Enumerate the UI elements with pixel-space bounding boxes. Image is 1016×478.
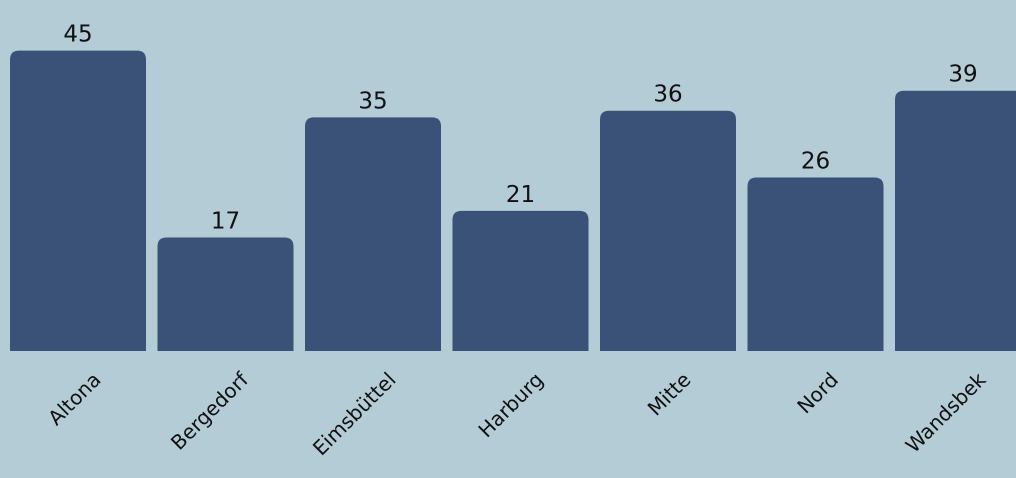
x-tick-label-nord: Nord xyxy=(792,368,843,419)
x-tick-label-wandsbek: Wandsbek xyxy=(901,367,991,457)
value-labels-layer: 45 17 35 21 36 26 39 xyxy=(63,22,977,235)
x-tick-label-harburg: Harburg xyxy=(473,368,548,443)
bar-altona xyxy=(10,50,146,351)
x-tick-label-altona: Altona xyxy=(43,368,105,430)
value-label-nord: 26 xyxy=(801,148,830,174)
x-tick-labels-layer: Altona Bergedorf Eimsbüttel Harburg Mitte Nor… xyxy=(43,367,991,460)
bar-eimsbüttel xyxy=(305,117,441,351)
bar-bergedorf xyxy=(157,237,294,351)
bar-mitte xyxy=(600,110,736,351)
bars-layer xyxy=(10,50,1016,351)
value-label-altona: 45 xyxy=(63,22,92,48)
x-tick-label-bergedorf: Bergedorf xyxy=(166,367,254,455)
bar-nord xyxy=(747,177,884,351)
value-label-harburg: 21 xyxy=(506,182,535,208)
value-label-mitte: 36 xyxy=(653,82,682,108)
bar-wandsbek xyxy=(895,90,1016,351)
value-label-bergedorf: 17 xyxy=(211,209,240,235)
value-label-wandsbek: 39 xyxy=(948,62,977,88)
x-tick-label-eimsbüttel: Eimsbüttel xyxy=(308,368,401,461)
bar-harburg xyxy=(452,210,589,351)
x-tick-label-mitte: Mitte xyxy=(643,368,696,421)
value-label-eimsbüttel: 35 xyxy=(358,88,387,114)
